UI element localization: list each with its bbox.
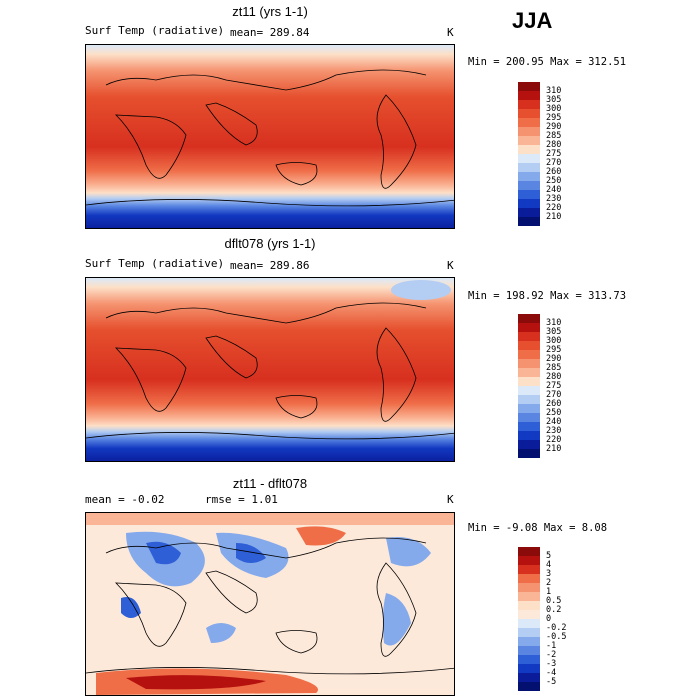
colorbar-tick-label: -0.2 xyxy=(546,623,567,633)
colorbar-tick-label: -3 xyxy=(546,659,557,669)
colorbar-tick-label: 0.5 xyxy=(546,596,562,606)
panel-1-map xyxy=(85,44,455,229)
panel-3-title: zt11 - dflt078 xyxy=(232,476,308,491)
panel-1-variable-label: Surf Temp (radiative) xyxy=(85,24,225,37)
colorbar-tick-label: 290 xyxy=(546,354,562,364)
panel-1-minmax: Min = 200.95 Max = 312.51 xyxy=(468,56,627,68)
panel-2-unit: K xyxy=(447,259,454,272)
colorbar-tick-label: 300 xyxy=(546,104,562,114)
colorbar-tick-label: 240 xyxy=(546,185,562,195)
panel-3-map-plot xyxy=(86,513,454,695)
colorbar-tick-label: 310 xyxy=(546,86,562,96)
colorbar-tick-label: 295 xyxy=(546,113,562,123)
colorbar-tick-label: 270 xyxy=(546,158,562,168)
panel-1-title: zt11 (yrs 1-1) xyxy=(232,4,308,19)
colorbar-tick-label: 295 xyxy=(546,345,562,355)
colorbar-tick-label: 5 xyxy=(546,551,552,561)
panel-3-minmax: Min = -9.08 Max = 8.08 xyxy=(468,522,608,534)
panel-1-map-plot xyxy=(86,45,454,228)
colorbar-tick-label: 280 xyxy=(546,372,562,382)
panel-1-mean-label: mean= 289.84 xyxy=(230,26,310,39)
colorbar-tick-label: 305 xyxy=(546,95,562,105)
panel-2-map xyxy=(85,277,455,462)
colorbar-tick-label: 260 xyxy=(546,167,562,177)
colorbar-tick-label: 230 xyxy=(546,426,562,436)
colorbar-tick-label: 270 xyxy=(546,390,562,400)
panel-3-map xyxy=(85,512,455,696)
colorbar-tick-label: 210 xyxy=(546,212,562,222)
panel-1-unit: K xyxy=(447,26,454,39)
colorbar-tick-label: 310 xyxy=(546,318,562,328)
season-label: JJA xyxy=(512,8,553,33)
colorbar-tick-label: 0.2 xyxy=(546,605,562,615)
colorbar-tick-label: 290 xyxy=(546,122,562,132)
panel-3-unit: K xyxy=(447,493,454,506)
colorbar-tick-label: 210 xyxy=(546,444,562,454)
colorbar-tick-label: 280 xyxy=(546,140,562,150)
colorbar-tick-label: 285 xyxy=(546,131,562,141)
colorbar-tick-label: 230 xyxy=(546,194,562,204)
colorbar-tick-label: -1 xyxy=(546,641,557,651)
colorbar-tick-label: 2 xyxy=(546,578,552,588)
colorbar-tick-label: 260 xyxy=(546,399,562,409)
colorbar-tick-label: 300 xyxy=(546,336,562,346)
colorbar-tick-label: 285 xyxy=(546,363,562,373)
panel-2-colorbar xyxy=(518,314,540,458)
colorbar-tick-label: -0.5 xyxy=(546,632,567,642)
panel-3-mean-label: mean = -0.02 xyxy=(85,493,165,506)
colorbar-tick-label: 3 xyxy=(546,569,552,579)
colorbar-tick-label: 220 xyxy=(546,203,562,213)
colorbar-tick-label: 4 xyxy=(546,560,552,570)
colorbar-tick-label: 250 xyxy=(546,176,562,186)
colorbar-tick-label: 275 xyxy=(546,381,562,391)
colorbar-tick-label: 305 xyxy=(546,327,562,337)
colorbar-tick-label: -2 xyxy=(546,650,557,660)
colorbar-tick-label: 220 xyxy=(546,435,562,445)
panel-3-colorbar xyxy=(518,547,540,691)
colorbar-tick-label: 275 xyxy=(546,149,562,159)
colorbar-tick-label: 250 xyxy=(546,408,562,418)
panel-2-variable-label: Surf Temp (radiative) xyxy=(85,257,225,270)
panel-1-colorbar xyxy=(518,82,540,226)
colorbar-tick-label: 240 xyxy=(546,417,562,427)
panel-2-minmax: Min = 198.92 Max = 313.73 xyxy=(468,290,627,302)
panel-2-title: dflt078 (yrs 1-1) xyxy=(224,236,316,251)
colorbar-tick-label: -4 xyxy=(546,668,557,678)
panel-3-rmse-label: rmse = 1.01 xyxy=(205,493,278,506)
colorbar-tick-label: 1 xyxy=(546,587,552,597)
panel-2-mean-label: mean= 289.86 xyxy=(230,259,310,272)
panel-2-map-plot xyxy=(86,278,454,461)
colorbar-tick-label: -5 xyxy=(546,677,557,687)
colorbar-tick-label: 0 xyxy=(546,614,552,624)
